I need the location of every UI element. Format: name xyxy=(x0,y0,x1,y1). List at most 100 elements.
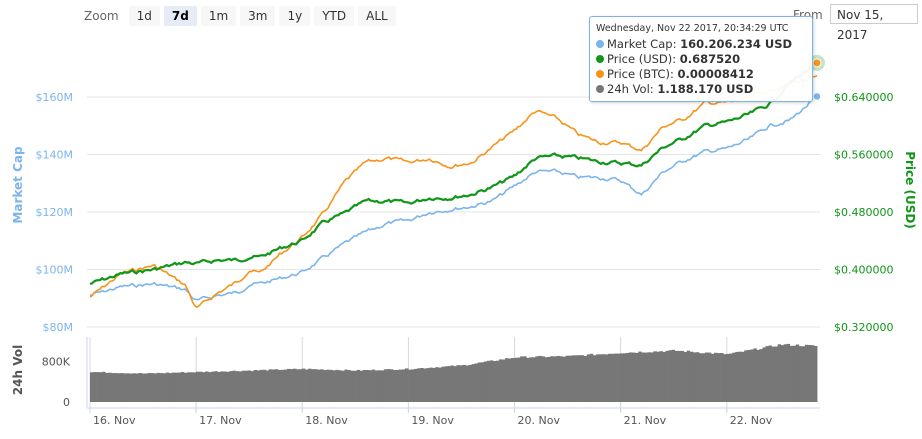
zoom-ytd-button[interactable]: YTD xyxy=(314,6,355,26)
volume-bar xyxy=(280,369,285,402)
zoom-label: Zoom xyxy=(84,9,119,23)
zoom-all-button[interactable]: ALL xyxy=(358,6,396,26)
volume-bar xyxy=(595,354,600,402)
volume-bar xyxy=(250,371,254,402)
series-line-price-usd- xyxy=(89,59,818,285)
volume-bar xyxy=(741,351,745,402)
volume-bar xyxy=(314,369,318,402)
from-date-input[interactable]: Nov 15, 2017 xyxy=(830,4,918,42)
volume-bar xyxy=(265,370,270,402)
volume-bar xyxy=(247,370,251,402)
volume-bar xyxy=(814,346,818,402)
volume-bar xyxy=(720,353,724,402)
tooltip-label: Price (BTC): xyxy=(607,67,674,81)
x-tick-label: 16. Nov xyxy=(93,414,136,427)
volume-bar xyxy=(553,356,557,402)
volume-bar xyxy=(395,369,400,402)
hover-markers xyxy=(809,54,825,102)
volume-bar xyxy=(644,352,648,402)
volume-bar xyxy=(680,350,685,402)
volume-bar xyxy=(362,370,367,402)
volume-bar xyxy=(262,369,267,402)
zoom-3m-button[interactable]: 3m xyxy=(240,6,276,26)
volume-bar xyxy=(389,369,394,402)
volume-bar xyxy=(420,368,424,402)
volume-bar xyxy=(123,373,127,402)
volume-bar xyxy=(214,371,218,402)
volume-bar xyxy=(132,373,136,402)
volume-bar xyxy=(750,349,754,402)
volume-bar xyxy=(480,362,485,402)
volume-bar xyxy=(502,359,506,402)
volume-bar xyxy=(653,351,657,402)
volume-bar xyxy=(547,356,551,402)
volume-bar xyxy=(90,372,94,402)
volume-bar xyxy=(456,365,460,402)
volume-bar xyxy=(253,370,258,402)
volume-bar xyxy=(96,372,100,402)
volume-bar xyxy=(668,350,673,402)
right-axis-title: Price (USD) xyxy=(903,151,917,229)
volume-bar xyxy=(777,344,782,402)
volume-bar xyxy=(129,373,133,402)
volume-bar xyxy=(792,345,797,402)
volume-bar xyxy=(183,372,188,402)
volume-bar xyxy=(662,351,666,402)
volume-bar xyxy=(492,361,497,402)
tooltip-value: 0.687520 xyxy=(679,52,741,66)
volume-bar xyxy=(744,350,748,402)
volume-bar xyxy=(671,349,676,402)
volume-bar xyxy=(544,357,548,402)
volume-bar xyxy=(190,372,194,402)
volume-bar xyxy=(159,373,164,402)
zoom-1y-button[interactable]: 1y xyxy=(279,6,311,26)
volume-bar xyxy=(532,357,536,402)
volume-bar xyxy=(580,355,585,402)
left-tick-label: $140M xyxy=(36,149,74,162)
volume-bar xyxy=(714,352,718,402)
volume-bar xyxy=(514,357,518,402)
zoom-1d-button[interactable]: 1d xyxy=(128,6,160,26)
tooltip-row-price-usd: Price (USD): 0.687520 xyxy=(590,52,812,67)
right-tick-label: $0.560000 xyxy=(834,149,894,162)
volume-bar xyxy=(541,356,545,402)
volume-bar xyxy=(138,373,142,402)
tooltip-value: 160.206.234 USD xyxy=(680,37,793,51)
volume-bar xyxy=(205,371,209,402)
left-tick-label: $100M xyxy=(36,264,74,277)
volume-bar xyxy=(186,372,191,402)
volume-bar xyxy=(329,369,333,402)
volume-bar xyxy=(223,371,227,402)
volume-bar xyxy=(374,370,379,402)
volume-bar xyxy=(441,366,445,402)
volume-bar xyxy=(526,357,530,402)
volume-bar xyxy=(392,370,397,402)
volume-bar xyxy=(235,371,239,402)
volume-bar xyxy=(211,371,215,402)
volume-bar xyxy=(495,360,500,402)
volume-bar xyxy=(341,370,345,402)
volume-bar xyxy=(801,346,806,402)
volume-bar xyxy=(193,372,197,402)
volume-bar xyxy=(208,372,212,402)
zoom-1m-button[interactable]: 1m xyxy=(200,6,237,26)
volume-bar xyxy=(283,369,288,402)
volume-bar xyxy=(414,368,418,402)
volume-bar xyxy=(114,373,118,402)
right-tick-label: $0.400000 xyxy=(834,264,894,277)
volume-bar xyxy=(562,356,566,402)
tooltip-row-volume: 24h Vol: 1.188.170 USD xyxy=(590,82,812,97)
marketcap-marker xyxy=(812,91,822,102)
volume-bar xyxy=(277,370,282,402)
volume-bar xyxy=(117,373,121,402)
zoom-7d-button[interactable]: 7d xyxy=(163,6,197,26)
volume-bar xyxy=(729,353,733,402)
volume-bar xyxy=(635,352,639,402)
volume-bar xyxy=(614,353,618,402)
volume-bar xyxy=(377,370,382,402)
zoom-bar: Zoom 1d 7d 1m 3m 1y YTD ALL xyxy=(84,6,396,26)
volume-bar xyxy=(202,372,206,402)
volume-axis-title: 24h Vol xyxy=(11,345,25,395)
volume-bar xyxy=(780,345,785,402)
